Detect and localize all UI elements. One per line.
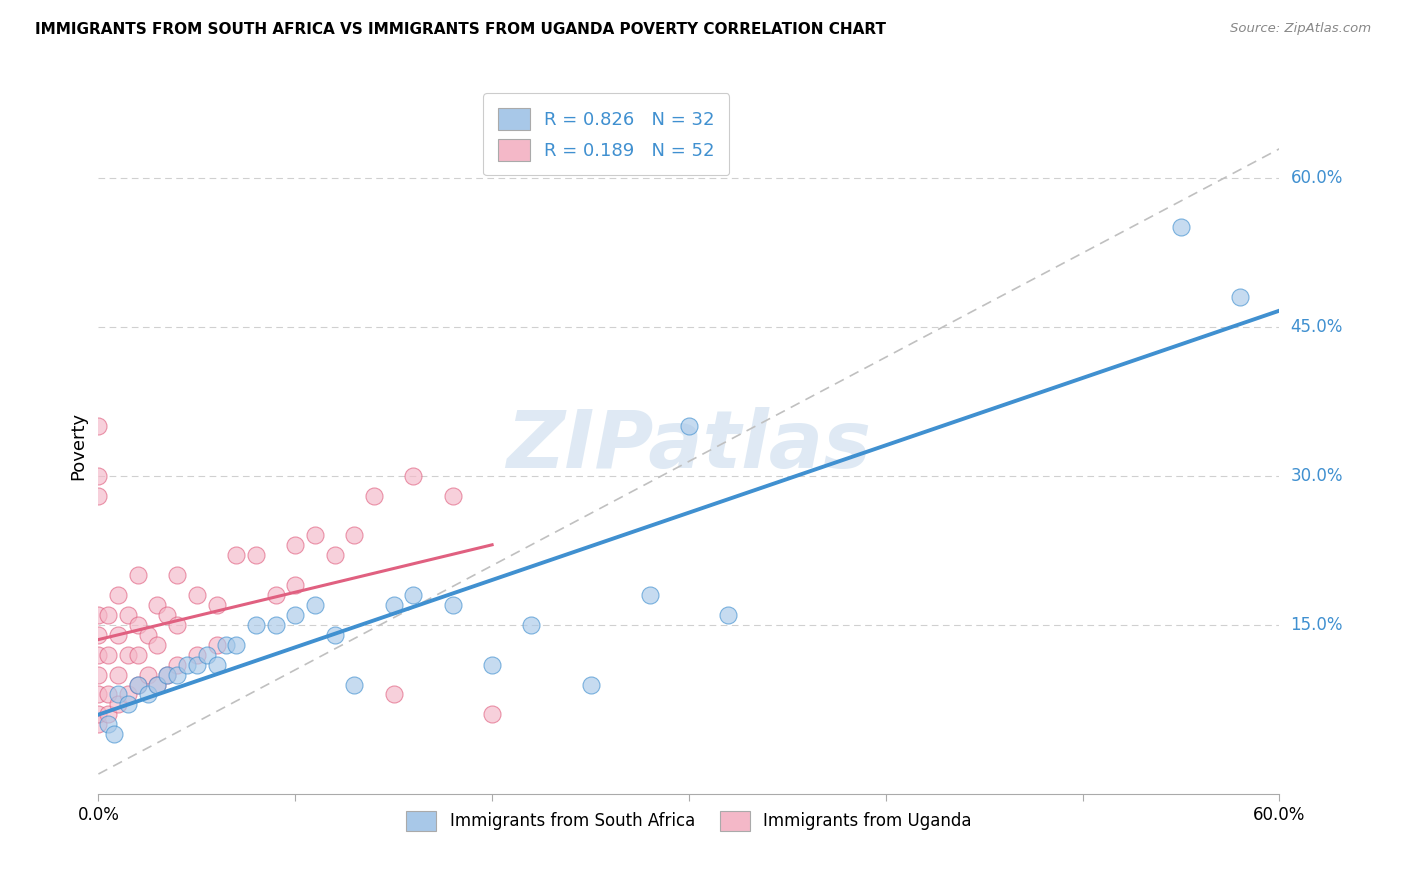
- Text: 45.0%: 45.0%: [1291, 318, 1343, 335]
- Point: [678, 419, 700, 434]
- Point: [97, 648, 120, 662]
- Point: [205, 657, 228, 672]
- Point: [117, 698, 139, 712]
- Point: [87, 489, 110, 503]
- Point: [195, 648, 218, 662]
- Point: [205, 598, 228, 612]
- Point: [156, 667, 179, 681]
- Point: [87, 717, 110, 731]
- Point: [264, 618, 287, 632]
- Point: [107, 628, 129, 642]
- Point: [215, 638, 238, 652]
- Point: [186, 648, 208, 662]
- Point: [402, 468, 425, 483]
- Point: [323, 628, 346, 642]
- Point: [127, 648, 149, 662]
- Point: [363, 489, 385, 503]
- Point: [87, 419, 110, 434]
- Point: [284, 538, 307, 552]
- Point: [136, 667, 159, 681]
- Point: [146, 677, 169, 691]
- Point: [402, 588, 425, 602]
- Point: [127, 677, 149, 691]
- Legend: Immigrants from South Africa, Immigrants from Uganda: Immigrants from South Africa, Immigrants…: [399, 804, 979, 838]
- Point: [225, 638, 247, 652]
- Point: [103, 727, 125, 741]
- Point: [1170, 220, 1192, 235]
- Point: [166, 568, 188, 582]
- Point: [441, 598, 464, 612]
- Text: 15.0%: 15.0%: [1291, 615, 1343, 634]
- Point: [156, 667, 179, 681]
- Point: [87, 688, 110, 702]
- Point: [117, 688, 139, 702]
- Point: [1229, 290, 1251, 304]
- Point: [127, 568, 149, 582]
- Point: [117, 648, 139, 662]
- Point: [225, 549, 247, 563]
- Point: [97, 688, 120, 702]
- Point: [186, 657, 208, 672]
- Point: [441, 489, 464, 503]
- Text: 30.0%: 30.0%: [1291, 467, 1343, 485]
- Point: [166, 657, 188, 672]
- Point: [97, 717, 120, 731]
- Point: [146, 677, 169, 691]
- Point: [245, 618, 267, 632]
- Point: [156, 607, 179, 622]
- Text: IMMIGRANTS FROM SOUTH AFRICA VS IMMIGRANTS FROM UGANDA POVERTY CORRELATION CHART: IMMIGRANTS FROM SOUTH AFRICA VS IMMIGRAN…: [35, 22, 886, 37]
- Point: [264, 588, 287, 602]
- Point: [343, 528, 366, 542]
- Point: [87, 667, 110, 681]
- Text: 60.0%: 60.0%: [1291, 169, 1343, 186]
- Point: [107, 698, 129, 712]
- Point: [343, 677, 366, 691]
- Point: [304, 528, 326, 542]
- Point: [481, 707, 503, 722]
- Point: [97, 607, 120, 622]
- Point: [87, 468, 110, 483]
- Point: [87, 628, 110, 642]
- Point: [136, 688, 159, 702]
- Point: [579, 677, 602, 691]
- Point: [176, 657, 198, 672]
- Point: [186, 588, 208, 602]
- Point: [382, 688, 405, 702]
- Point: [107, 688, 129, 702]
- Point: [87, 607, 110, 622]
- Point: [638, 588, 661, 602]
- Point: [136, 628, 159, 642]
- Point: [382, 598, 405, 612]
- Text: Source: ZipAtlas.com: Source: ZipAtlas.com: [1230, 22, 1371, 36]
- Point: [481, 657, 503, 672]
- Point: [323, 549, 346, 563]
- Y-axis label: Poverty: Poverty: [69, 412, 87, 480]
- Point: [717, 607, 740, 622]
- Point: [127, 677, 149, 691]
- Point: [284, 607, 307, 622]
- Point: [146, 638, 169, 652]
- Point: [146, 598, 169, 612]
- Point: [166, 618, 188, 632]
- Point: [97, 707, 120, 722]
- Point: [284, 578, 307, 592]
- Point: [107, 588, 129, 602]
- Point: [205, 638, 228, 652]
- Point: [87, 707, 110, 722]
- Point: [520, 618, 543, 632]
- Point: [117, 607, 139, 622]
- Point: [166, 667, 188, 681]
- Point: [107, 667, 129, 681]
- Point: [87, 648, 110, 662]
- Point: [304, 598, 326, 612]
- Point: [245, 549, 267, 563]
- Point: [127, 618, 149, 632]
- Text: ZIPatlas: ZIPatlas: [506, 407, 872, 485]
